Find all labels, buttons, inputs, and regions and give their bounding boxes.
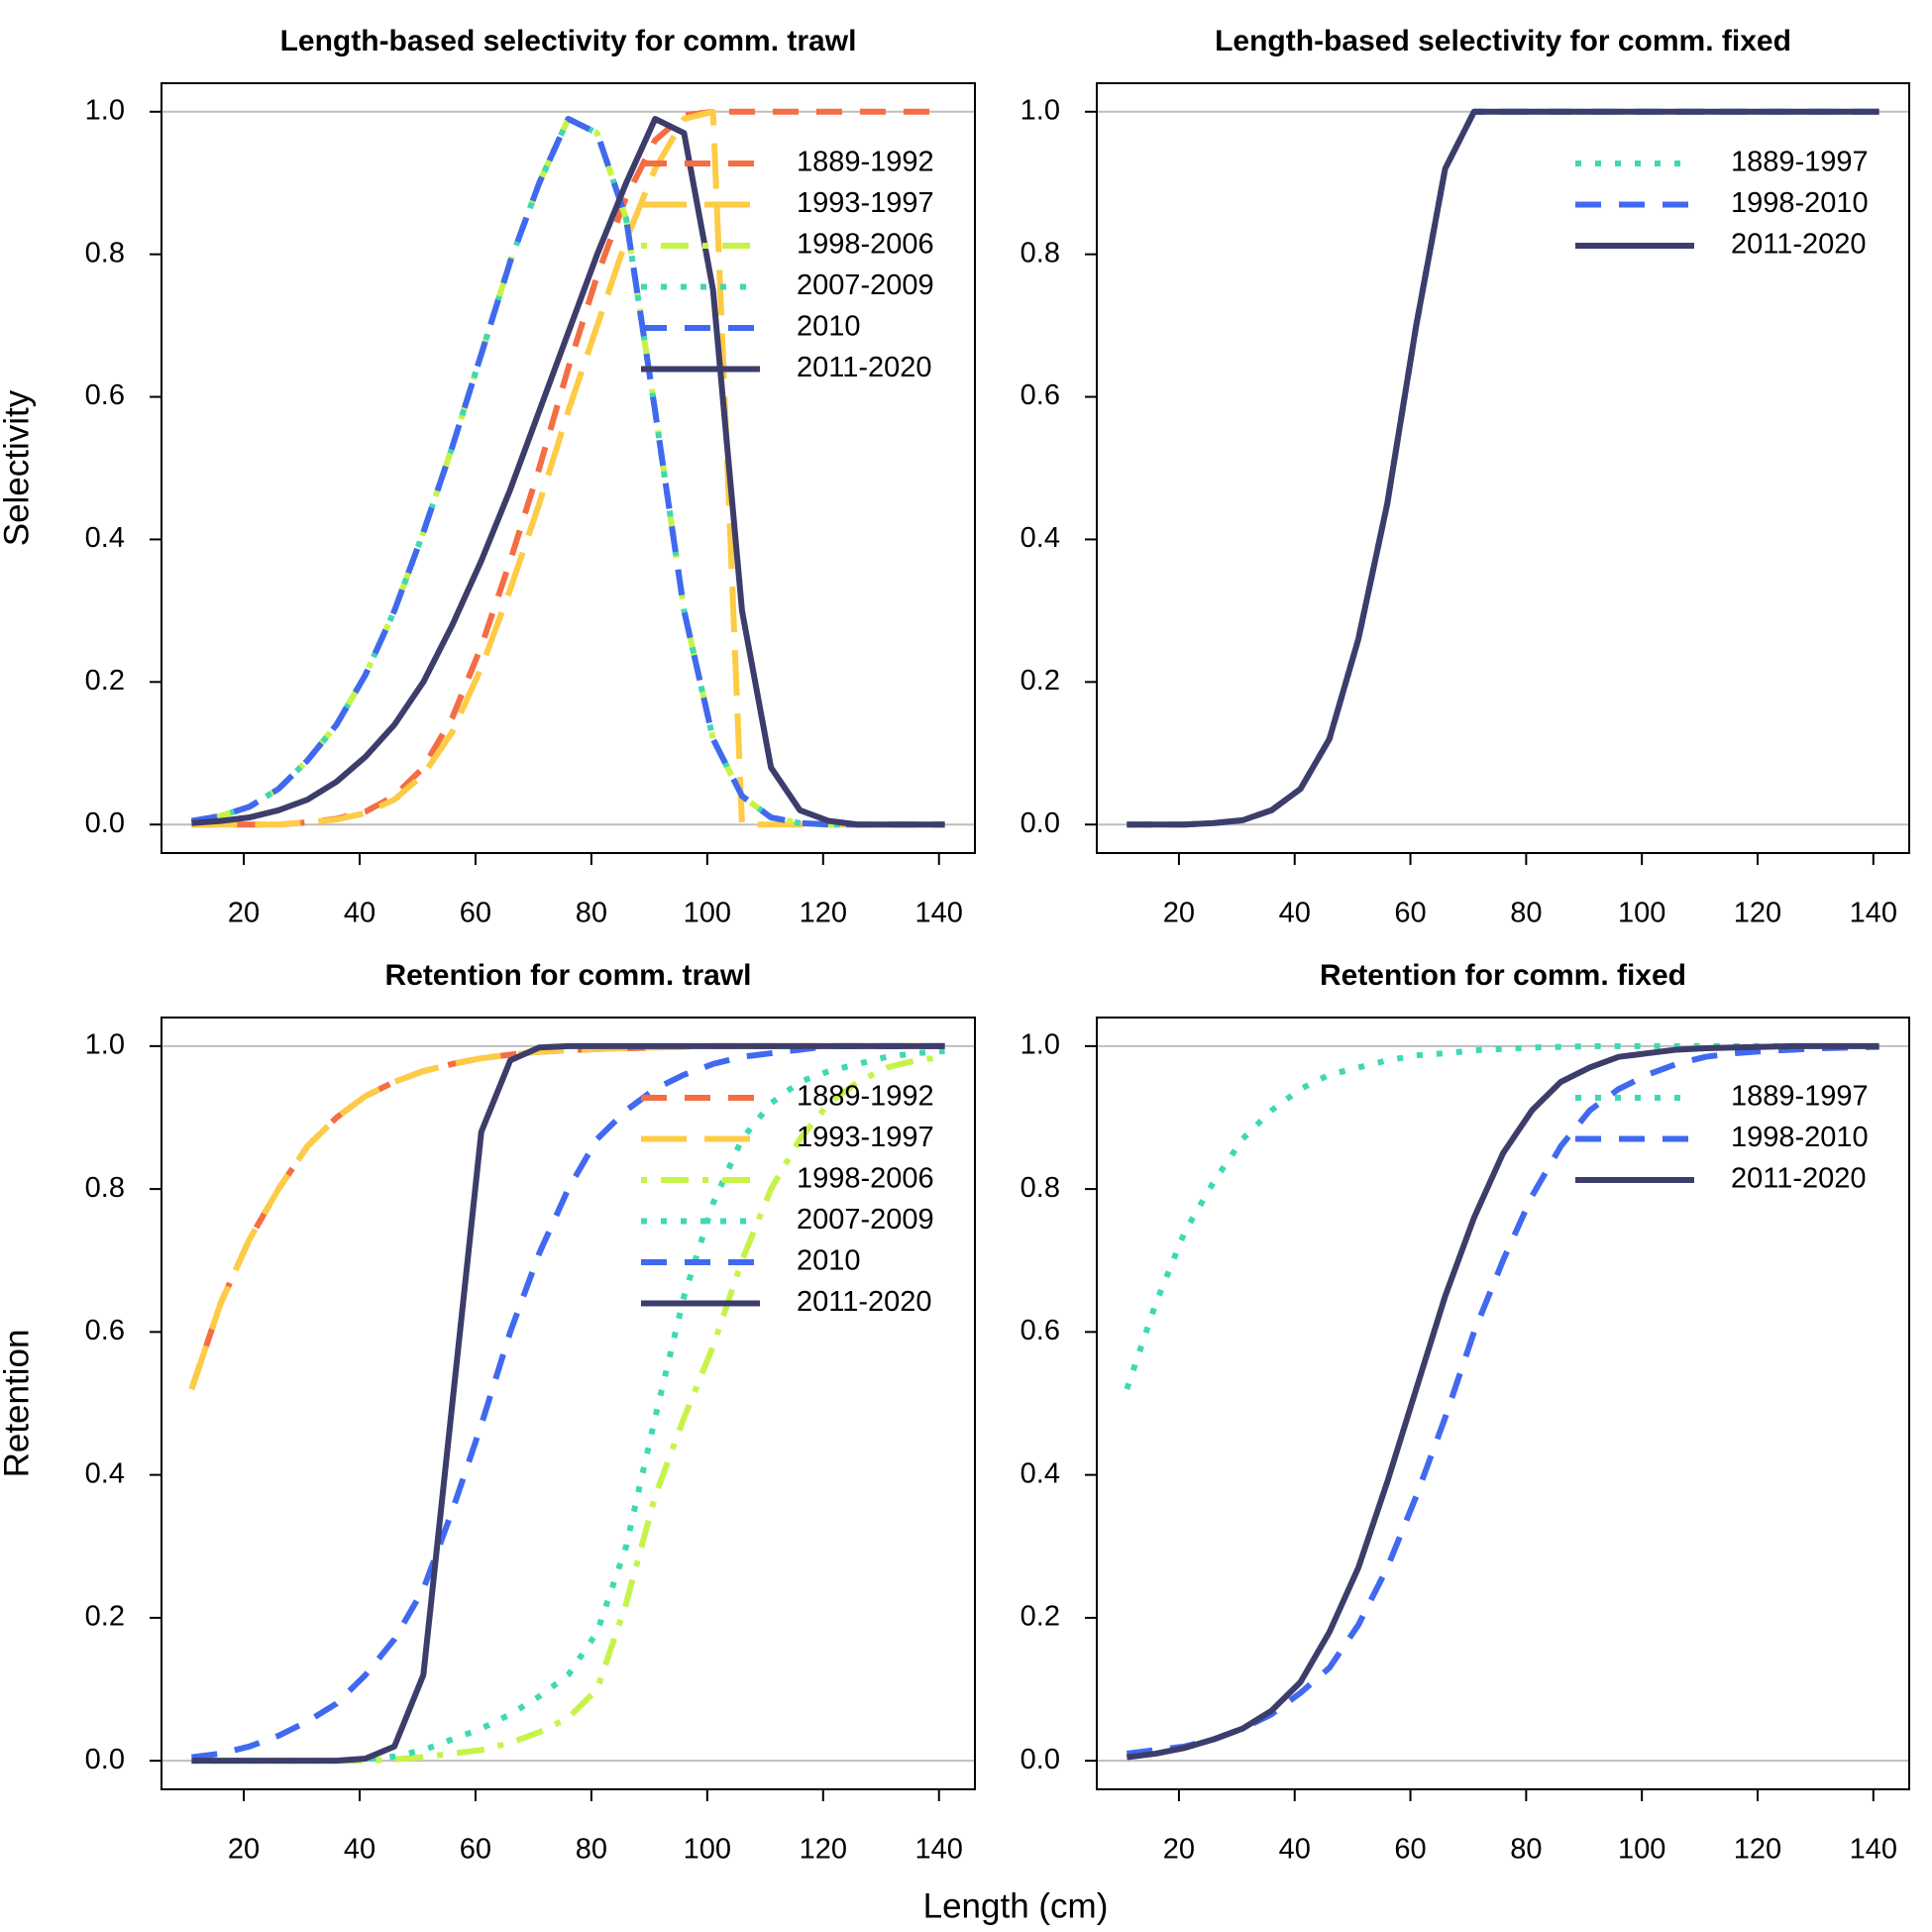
y-tick-label: 0.4 — [85, 522, 125, 554]
y-tick-label: 0.8 — [1020, 1172, 1060, 1204]
x-tick-label: 140 — [915, 898, 963, 929]
legend-label: 2007-2009 — [797, 269, 934, 301]
panel-title: Length-based selectivity for comm. fixed — [1215, 25, 1791, 57]
y-tick-label: 0.0 — [85, 807, 125, 839]
y-tick-label: 0.8 — [85, 1172, 125, 1204]
y-tick-label: 0.6 — [1020, 379, 1060, 411]
panel-title: Retention for comm. fixed — [1320, 959, 1686, 992]
x-tick-label: 80 — [576, 898, 607, 929]
y-tick-label: 0.2 — [85, 665, 125, 697]
series-line — [190, 115, 945, 828]
legend-label: 1998-2006 — [797, 229, 934, 261]
y-tick-label: 1.0 — [1020, 1029, 1060, 1061]
panel-title: Length-based selectivity for comm. trawl — [280, 25, 857, 57]
legend-label: 1993-1997 — [797, 187, 934, 219]
plot-frame — [161, 82, 976, 854]
legend-label: 1998-2010 — [1731, 1122, 1869, 1153]
series-line — [191, 1042, 945, 1765]
x-tick-label: 100 — [1618, 1834, 1665, 1866]
legend-label: 2010 — [797, 1245, 861, 1277]
y-tick-label: 1.0 — [85, 94, 125, 126]
legend-label: 2011-2020 — [1731, 1163, 1867, 1195]
y-axis-label: Retention — [0, 1330, 36, 1478]
y-tick-label: 0.0 — [1020, 1744, 1060, 1775]
legend-label: 2011-2020 — [1731, 229, 1867, 261]
y-tick-label: 0.4 — [85, 1457, 125, 1489]
series-line — [1127, 1043, 1879, 1757]
legend-label: 2007-2009 — [797, 1204, 934, 1235]
y-tick-label: 0.2 — [85, 1601, 125, 1633]
series-line — [190, 115, 945, 828]
x-tick-label: 120 — [1734, 1834, 1781, 1866]
y-tick-label: 1.0 — [85, 1029, 125, 1061]
x-tick-label: 20 — [228, 898, 260, 929]
x-tick-label: 140 — [915, 1834, 963, 1866]
x-axis-label: Length (cm) — [923, 1886, 1109, 1925]
series-line — [191, 108, 945, 828]
series-line — [190, 115, 945, 828]
x-tick-label: 140 — [1850, 898, 1897, 929]
x-tick-label: 80 — [1510, 1834, 1542, 1866]
legend-label: 2011-2020 — [797, 1286, 932, 1318]
legend-label: 2010 — [797, 311, 861, 343]
series-line — [1127, 1042, 1879, 1761]
legend-label: 1993-1997 — [797, 1122, 934, 1153]
x-tick-label: 120 — [1734, 898, 1781, 929]
x-tick-label: 20 — [1163, 898, 1195, 929]
legend-label: 1889-1992 — [797, 147, 934, 178]
y-tick-label: 0.6 — [1020, 1315, 1060, 1346]
y-tick-label: 0.6 — [85, 379, 125, 411]
x-tick-label: 60 — [1394, 898, 1426, 929]
x-tick-label: 40 — [1279, 1834, 1311, 1866]
legend-label: 1889-1992 — [797, 1081, 934, 1113]
legend-label: 1889-1997 — [1731, 1081, 1869, 1113]
series-line — [1127, 108, 1879, 828]
y-tick-label: 0.4 — [1020, 1457, 1060, 1489]
legend-label: 2011-2020 — [797, 352, 932, 383]
x-tick-label: 140 — [1850, 1834, 1897, 1866]
y-tick-label: 0.0 — [1020, 807, 1060, 839]
y-tick-label: 1.0 — [1020, 94, 1060, 126]
legend-label: 1998-2010 — [1731, 187, 1869, 219]
x-tick-label: 60 — [460, 1834, 491, 1866]
y-tick-label: 0.6 — [85, 1315, 125, 1346]
y-tick-label: 0.8 — [1020, 237, 1060, 268]
series-line — [188, 1042, 945, 1391]
x-tick-label: 100 — [684, 898, 731, 929]
x-tick-label: 40 — [344, 898, 376, 929]
x-tick-label: 80 — [576, 1834, 607, 1866]
x-tick-label: 20 — [1163, 1834, 1195, 1866]
series-line — [191, 115, 945, 828]
legend-label: 1998-2006 — [797, 1163, 934, 1195]
panel-title: Retention for comm. trawl — [384, 959, 751, 992]
x-tick-label: 40 — [1279, 898, 1311, 929]
x-tick-label: 80 — [1510, 898, 1542, 929]
y-tick-label: 0.2 — [1020, 665, 1060, 697]
series-line — [191, 1047, 945, 1765]
x-tick-label: 60 — [460, 898, 491, 929]
x-tick-label: 100 — [684, 1834, 731, 1866]
y-tick-label: 0.4 — [1020, 522, 1060, 554]
x-tick-label: 20 — [228, 1834, 260, 1866]
x-tick-label: 100 — [1618, 898, 1665, 929]
plot-frame — [161, 1017, 976, 1790]
plot-frame — [1096, 1017, 1910, 1790]
y-tick-label: 0.8 — [85, 237, 125, 268]
y-axis-label: Selectivity — [0, 389, 36, 546]
series-line — [191, 1042, 945, 1761]
x-tick-label: 120 — [800, 898, 847, 929]
series-line — [191, 108, 945, 828]
x-tick-label: 60 — [1394, 1834, 1426, 1866]
legend-label: 1889-1997 — [1731, 147, 1869, 178]
y-tick-label: 0.0 — [85, 1744, 125, 1775]
x-tick-label: 120 — [800, 1834, 847, 1866]
plot-frame — [1096, 82, 1910, 854]
y-tick-label: 0.2 — [1020, 1601, 1060, 1633]
x-tick-label: 40 — [344, 1834, 376, 1866]
